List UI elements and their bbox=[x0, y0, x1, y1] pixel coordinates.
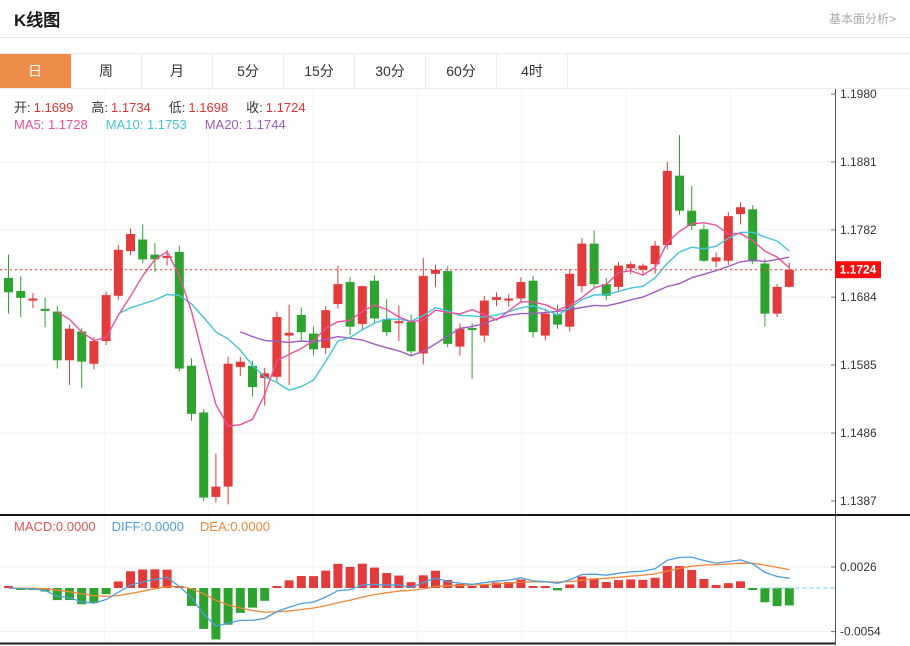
low-value: 1.1698 bbox=[188, 100, 229, 115]
diff-label: DIFF: bbox=[111, 519, 145, 534]
tab-day[interactable]: 日 bbox=[0, 54, 71, 88]
svg-text:1.1724: 1.1724 bbox=[840, 263, 877, 277]
macd-axis: 0.0026 -0.0054 bbox=[831, 516, 881, 645]
interval-tab-bar: 日 周 月 5分 15分 30分 60分 4时 bbox=[0, 53, 910, 89]
macd-label: MACD: bbox=[14, 519, 56, 534]
open-value: 1.1699 bbox=[33, 100, 74, 115]
macd-chart-canvas[interactable]: 0.0026 -0.0054 bbox=[0, 516, 910, 645]
svg-text:0.0026: 0.0026 bbox=[840, 560, 877, 574]
high-value: 1.1734 bbox=[111, 100, 151, 115]
fundamental-analysis-link[interactable]: 基本面分析> bbox=[828, 12, 896, 26]
macd-legend: MACD:0.0000 DIFF:0.0000 DEA:0.0000 bbox=[14, 519, 270, 534]
ma20-value: 1.1744 bbox=[245, 117, 286, 132]
price-tag: 1.1724 bbox=[835, 261, 881, 279]
svg-text:1.1782: 1.1782 bbox=[840, 223, 877, 237]
svg-text:1.1387: 1.1387 bbox=[840, 494, 877, 508]
grid-lines bbox=[0, 89, 835, 514]
dea-line bbox=[8, 562, 790, 613]
ma5-item: MA5: 1.1728 bbox=[14, 117, 88, 132]
tab-week[interactable]: 周 bbox=[71, 54, 142, 88]
high-label: 高: bbox=[91, 100, 109, 115]
candlestick-chart-canvas[interactable]: 1.1980 1.1881 1.1782 1.1684 1.1585 1.1486 1.13… bbox=[0, 89, 910, 514]
svg-text:-0.0054: -0.0054 bbox=[840, 625, 881, 639]
close-value: 1.1724 bbox=[265, 100, 306, 115]
ma20-label: MA20: bbox=[204, 117, 243, 132]
low-label: 低: bbox=[168, 100, 186, 115]
tab-4hour[interactable]: 4时 bbox=[497, 54, 568, 88]
page-title: K线图 bbox=[14, 11, 61, 30]
ma5-line bbox=[56, 222, 790, 427]
tab-30min[interactable]: 30分 bbox=[355, 54, 426, 88]
ma10-item: MA10: 1.1753 bbox=[106, 117, 187, 132]
ma-legend: MA5: 1.1728 MA10: 1.1753 MA20: 1.1744 bbox=[14, 117, 286, 132]
macd-histogram bbox=[4, 563, 794, 640]
svg-text:1.1486: 1.1486 bbox=[840, 426, 877, 440]
macd-panel[interactable]: MACD:0.0000 DIFF:0.0000 DEA:0.0000 0.002… bbox=[0, 514, 910, 645]
price-axis: 1.1980 1.1881 1.1782 1.1684 1.1585 1.1486 1.13… bbox=[831, 89, 877, 514]
open-label: 开: bbox=[14, 100, 31, 115]
ma5-value: 1.1728 bbox=[47, 117, 88, 132]
open-item: 开: 1.1699 bbox=[14, 97, 73, 116]
ohlc-legend: 开: 1.1699 高: 1.1734 低: 1.1698 收: 1.1724 bbox=[14, 97, 306, 116]
close-label: 收: bbox=[246, 100, 263, 115]
page-header: K线图 基本面分析> bbox=[0, 0, 910, 38]
svg-text:1.1881: 1.1881 bbox=[840, 155, 877, 169]
svg-text:1.1684: 1.1684 bbox=[840, 290, 877, 304]
tab-month[interactable]: 月 bbox=[142, 54, 213, 88]
macd-value: 0.0000 bbox=[55, 519, 96, 534]
ma20-line bbox=[240, 256, 790, 357]
svg-text:1.1980: 1.1980 bbox=[840, 89, 877, 101]
macd-item: MACD:0.0000 bbox=[14, 519, 96, 534]
tab-60min[interactable]: 60分 bbox=[426, 54, 497, 88]
ma10-label: MA10: bbox=[105, 117, 144, 132]
dea-label: DEA: bbox=[199, 519, 231, 534]
ma10-line bbox=[117, 231, 790, 391]
diff-line bbox=[8, 556, 790, 627]
tab-5min[interactable]: 5分 bbox=[213, 54, 284, 88]
macd-grid-lines bbox=[0, 516, 835, 645]
svg-text:1.1585: 1.1585 bbox=[840, 358, 877, 372]
high-item: 高: 1.1734 bbox=[91, 97, 150, 116]
close-item: 收: 1.1724 bbox=[246, 97, 305, 116]
tab-15min[interactable]: 15分 bbox=[284, 54, 355, 88]
ma10-value: 1.1753 bbox=[146, 117, 187, 132]
diff-item: DIFF:0.0000 bbox=[112, 519, 184, 534]
main-chart-area[interactable]: 开: 1.1699 高: 1.1734 低: 1.1698 收: 1.1724 MA5:… bbox=[0, 89, 910, 514]
diff-value: 0.0000 bbox=[144, 519, 184, 534]
dea-value: 0.0000 bbox=[230, 519, 271, 534]
ma5-label: MA5: bbox=[14, 117, 45, 132]
dea-item: DEA:0.0000 bbox=[200, 519, 270, 534]
low-item: 低: 1.1698 bbox=[169, 97, 228, 116]
ma20-item: MA20: 1.1744 bbox=[205, 117, 286, 132]
